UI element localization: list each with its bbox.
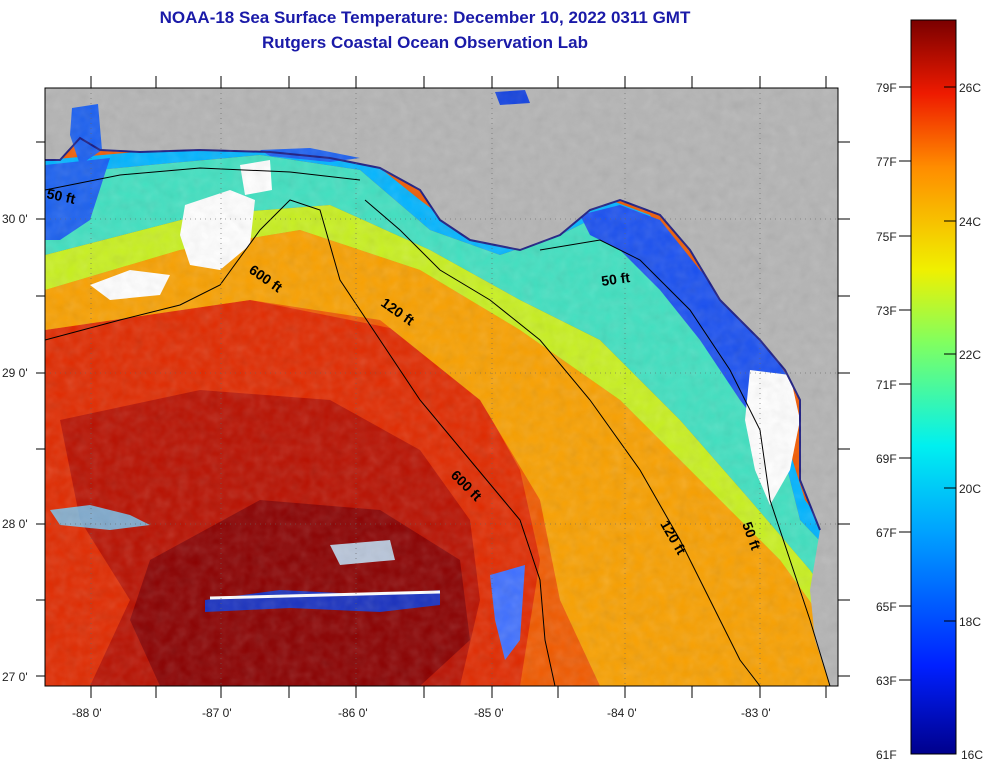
colorbar-f-label: 65F — [876, 600, 897, 614]
lon-label: -86 0' — [338, 706, 368, 720]
colorbar — [910, 19, 957, 755]
map-subtitle: Rutgers Coastal Ocean Observation Lab — [262, 33, 588, 52]
colorbar-c-label: 18C — [959, 615, 981, 629]
colorbar-f-label: 71F — [876, 378, 897, 392]
colorbar-c-label: 26C — [959, 81, 981, 95]
lon-label: -88 0' — [72, 706, 102, 720]
colorbar-f-label: 61F — [876, 748, 897, 762]
colorbar-f-label: 63F — [876, 674, 897, 688]
colorbar-c-label: 20C — [959, 482, 981, 496]
contour-120ft — [364, 199, 761, 686]
colorbar-c-label: 22C — [959, 348, 981, 362]
lat-label: 29 0' — [2, 366, 28, 380]
contour-600ft — [45, 199, 556, 686]
colorbar-f-label: 75F — [876, 230, 897, 244]
lon-label: -87 0' — [202, 706, 232, 720]
lat-label: 27 0' — [2, 670, 28, 684]
colorbar-ticks — [899, 86, 956, 681]
contour-label: 50 ft — [45, 185, 77, 207]
graticule — [45, 88, 838, 686]
lat-label: 28 0' — [2, 517, 28, 531]
contour-label: 50 ft — [600, 269, 631, 289]
axis-ticks — [36, 76, 850, 698]
colorbar-f-label: 77F — [876, 155, 897, 169]
lon-label: -84 0' — [607, 706, 637, 720]
colorbar-f-label: 79F — [876, 81, 897, 95]
map-title: NOAA-18 Sea Surface Temperature: Decembe… — [159, 8, 691, 27]
lat-label: 30 0' — [2, 212, 28, 226]
map-frame — [44, 87, 839, 687]
lon-label: -83 0' — [741, 706, 771, 720]
colorbar-c-label: 16C — [961, 748, 983, 762]
colorbar-f-label: 73F — [876, 304, 897, 318]
contour-50ft — [45, 167, 361, 191]
colorbar-c-label: 24C — [959, 215, 981, 229]
colorbar-f-label: 69F — [876, 452, 897, 466]
map-area: 50 ft 600 ft 120 ft 50 ft 600 ft 120 ft … — [45, 88, 838, 686]
lon-label: -85 0' — [474, 706, 504, 720]
colorbar-f-label: 67F — [876, 526, 897, 540]
